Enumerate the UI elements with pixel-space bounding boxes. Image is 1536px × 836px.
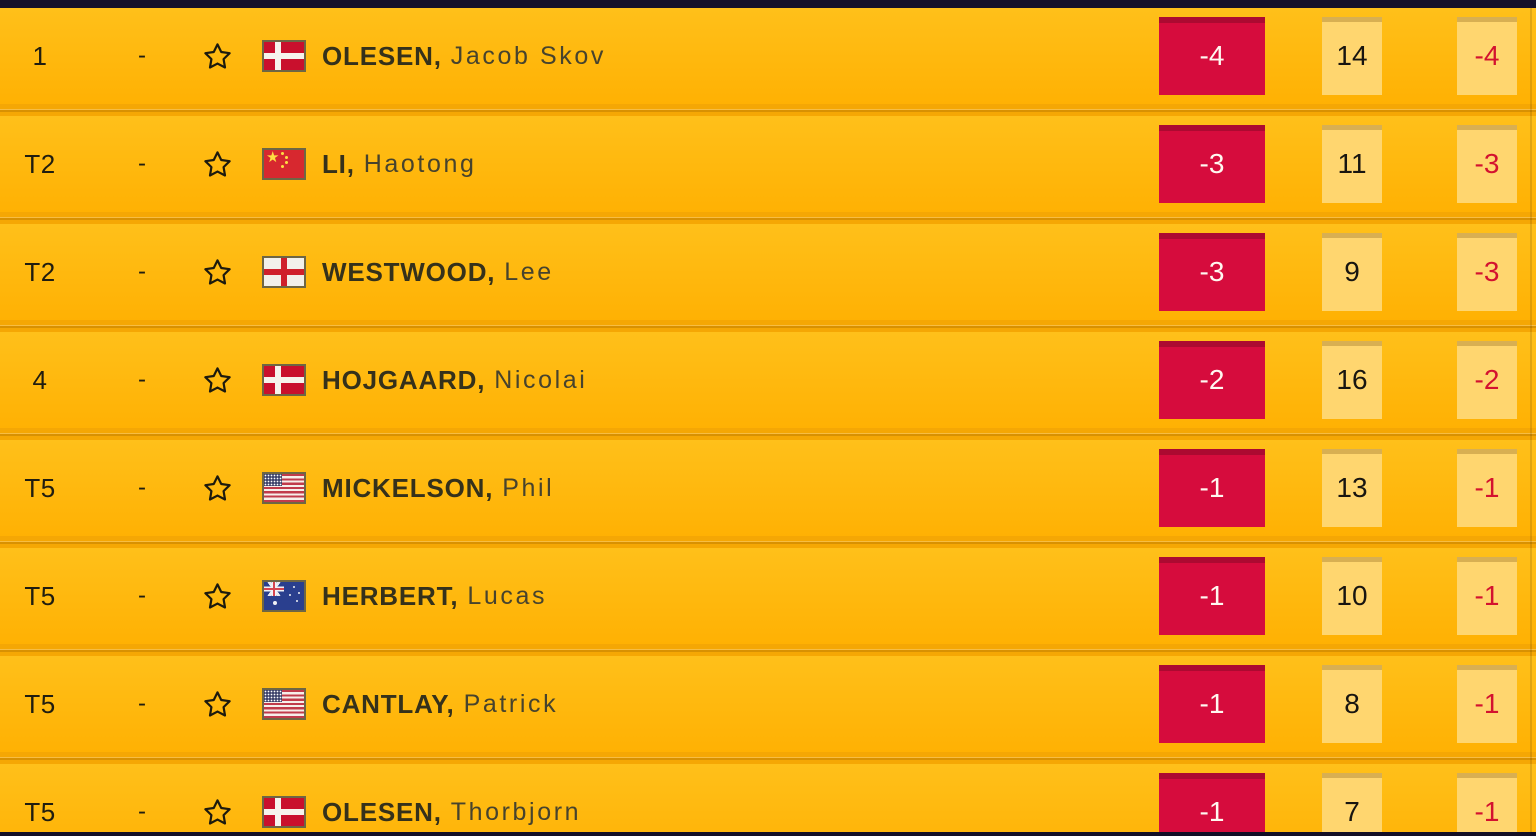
leaderboard-row[interactable]: 1 - OLESEN, Jacob Skov -4 14 -4 bbox=[0, 8, 1536, 112]
player-first-name: Lucas bbox=[467, 581, 548, 610]
country-flag bbox=[262, 40, 306, 72]
position-change: - bbox=[138, 42, 146, 69]
column-divider-line bbox=[1530, 0, 1532, 836]
position-label: 4 bbox=[32, 364, 48, 395]
position-change: - bbox=[138, 582, 146, 609]
country-flag bbox=[262, 364, 306, 396]
round-score-badge: -2 bbox=[1457, 341, 1517, 419]
player-last-name: HOJGAARD, bbox=[322, 364, 486, 395]
player-name[interactable]: CANTLAY, Patrick bbox=[322, 656, 558, 752]
round-score-badge: -1 bbox=[1457, 773, 1517, 836]
player-last-name: CANTLAY, bbox=[322, 688, 455, 719]
position-label: T5 bbox=[24, 472, 56, 503]
total-score-badge: -4 bbox=[1159, 17, 1265, 95]
favorite-star-icon[interactable] bbox=[201, 580, 233, 612]
country-flag bbox=[262, 688, 306, 720]
country-flag bbox=[262, 472, 306, 504]
round-score-badge: -1 bbox=[1457, 557, 1517, 635]
player-name[interactable]: OLESEN, Jacob Skov bbox=[322, 8, 606, 104]
player-last-name: LI, bbox=[322, 148, 355, 179]
player-name[interactable]: HERBERT, Lucas bbox=[322, 548, 547, 644]
position-change: - bbox=[138, 366, 146, 393]
round-score-badge: -4 bbox=[1457, 17, 1517, 95]
total-score-badge: -3 bbox=[1159, 233, 1265, 311]
player-name[interactable]: MICKELSON, Phil bbox=[322, 440, 554, 536]
leaderboard-row[interactable]: T5 - MICKELSON, Phil -1 13 -1 bbox=[0, 440, 1536, 544]
player-first-name: Thorbjorn bbox=[450, 797, 582, 826]
thru-hole-badge: 10 bbox=[1322, 557, 1382, 635]
favorite-star-icon[interactable] bbox=[201, 688, 233, 720]
round-score-badge: -1 bbox=[1457, 665, 1517, 743]
player-first-name: Haotong bbox=[363, 149, 477, 178]
position-label: T2 bbox=[24, 256, 56, 287]
position-change: - bbox=[138, 690, 146, 717]
position-label: 1 bbox=[32, 40, 48, 71]
position-label: T2 bbox=[24, 148, 56, 179]
player-first-name: Jacob Skov bbox=[450, 41, 606, 70]
player-first-name: Lee bbox=[504, 257, 554, 286]
player-first-name: Nicolai bbox=[494, 365, 588, 394]
round-score-badge: -1 bbox=[1457, 449, 1517, 527]
total-score-badge: -1 bbox=[1159, 773, 1265, 836]
top-dark-bar bbox=[0, 0, 1536, 8]
leaderboard-row[interactable]: T5 - OLESEN, Thorbjorn -1 7 -1 bbox=[0, 764, 1536, 836]
player-name[interactable]: HOJGAARD, Nicolai bbox=[322, 332, 587, 428]
country-flag bbox=[262, 796, 306, 828]
leaderboard-row[interactable]: T2 - LI, Haotong -3 11 -3 bbox=[0, 116, 1536, 220]
position-change: - bbox=[138, 258, 146, 285]
player-last-name: HERBERT, bbox=[322, 580, 459, 611]
total-score-badge: -3 bbox=[1159, 125, 1265, 203]
thru-hole-badge: 16 bbox=[1322, 341, 1382, 419]
player-name[interactable]: LI, Haotong bbox=[322, 116, 476, 212]
round-score-badge: -3 bbox=[1457, 233, 1517, 311]
player-last-name: MICKELSON, bbox=[322, 472, 494, 503]
country-flag bbox=[262, 148, 306, 180]
favorite-star-icon[interactable] bbox=[201, 40, 233, 72]
total-score-badge: -1 bbox=[1159, 449, 1265, 527]
position-change: - bbox=[138, 474, 146, 501]
position-label: T5 bbox=[24, 688, 56, 719]
favorite-star-icon[interactable] bbox=[201, 256, 233, 288]
thru-hole-badge: 8 bbox=[1322, 665, 1382, 743]
thru-hole-badge: 7 bbox=[1322, 773, 1382, 836]
leaderboard-row[interactable]: 4 - HOJGAARD, Nicolai -2 16 -2 bbox=[0, 332, 1536, 436]
player-name[interactable]: OLESEN, Thorbjorn bbox=[322, 764, 581, 836]
total-score-badge: -2 bbox=[1159, 341, 1265, 419]
round-score-badge: -3 bbox=[1457, 125, 1517, 203]
thru-hole-badge: 13 bbox=[1322, 449, 1382, 527]
country-flag bbox=[262, 580, 306, 612]
player-first-name: Phil bbox=[502, 473, 555, 502]
country-flag bbox=[262, 256, 306, 288]
thru-hole-badge: 9 bbox=[1322, 233, 1382, 311]
position-change: - bbox=[138, 150, 146, 177]
player-first-name: Patrick bbox=[463, 689, 559, 718]
player-last-name: OLESEN, bbox=[322, 40, 442, 71]
player-name[interactable]: WESTWOOD, Lee bbox=[322, 224, 554, 320]
favorite-star-icon[interactable] bbox=[201, 472, 233, 504]
favorite-star-icon[interactable] bbox=[201, 796, 233, 828]
bottom-dark-bar bbox=[0, 832, 1536, 836]
player-last-name: OLESEN, bbox=[322, 796, 442, 827]
total-score-badge: -1 bbox=[1159, 665, 1265, 743]
thru-hole-badge: 14 bbox=[1322, 17, 1382, 95]
total-score-badge: -1 bbox=[1159, 557, 1265, 635]
thru-hole-badge: 11 bbox=[1322, 125, 1382, 203]
position-label: T5 bbox=[24, 796, 56, 827]
favorite-star-icon[interactable] bbox=[201, 148, 233, 180]
player-last-name: WESTWOOD, bbox=[322, 256, 496, 287]
leaderboard-row[interactable]: T5 - HERBERT, Lucas -1 10 -1 bbox=[0, 548, 1536, 652]
leaderboard-row[interactable]: T2 - WESTWOOD, Lee -3 9 -3 bbox=[0, 224, 1536, 328]
position-label: T5 bbox=[24, 580, 56, 611]
favorite-star-icon[interactable] bbox=[201, 364, 233, 396]
position-change: - bbox=[138, 798, 146, 825]
leaderboard-row[interactable]: T5 - CANTLAY, Patrick -1 8 -1 bbox=[0, 656, 1536, 760]
